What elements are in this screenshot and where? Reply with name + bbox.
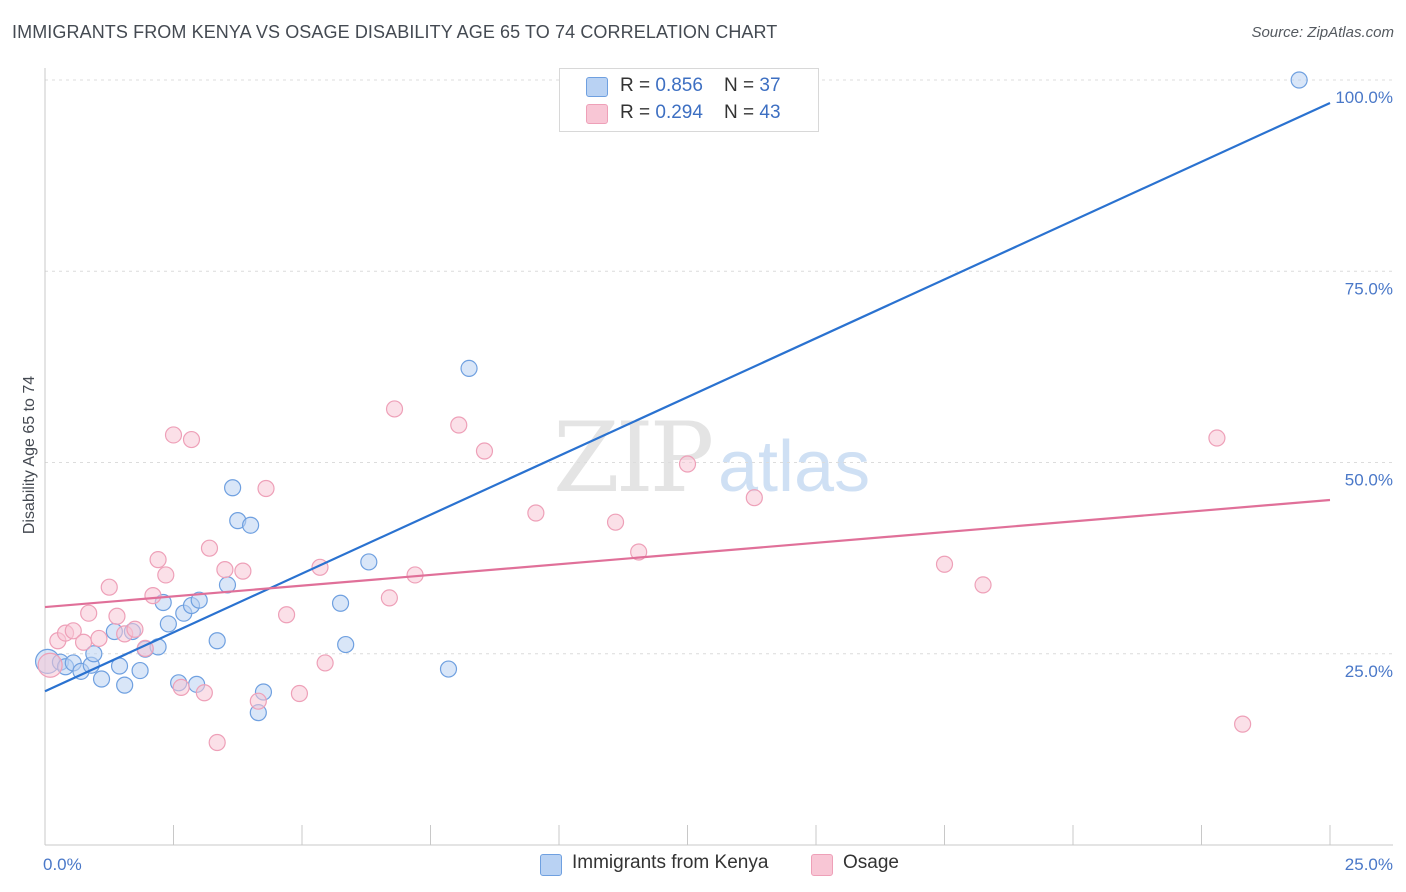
legend-swatch-kenya [586, 77, 608, 97]
osage-point [678, 455, 697, 473]
kenya-point [190, 591, 208, 609]
data-points [34, 71, 1308, 752]
y-tick-label: 50.0% [1345, 471, 1393, 490]
kenya-point [131, 661, 149, 680]
osage-point [80, 604, 98, 622]
y-tick-label: 75.0% [1345, 279, 1393, 298]
osage-point [126, 620, 144, 638]
osage-point [290, 684, 309, 703]
bottom-legend-swatch-kenya [540, 854, 562, 876]
kenya-point [242, 516, 260, 534]
osage-point [257, 479, 275, 498]
osage-point [475, 442, 494, 460]
osage-point [200, 539, 219, 557]
osage-point [606, 513, 625, 531]
kenya-point [224, 479, 242, 497]
osage-point [216, 560, 234, 579]
osage-point [157, 566, 175, 584]
kenya-point [331, 594, 350, 612]
y-axis-title: Disability Age 65 to 74 [21, 376, 38, 534]
kenya-point [85, 645, 103, 663]
legend-r-label: R = [620, 102, 656, 123]
y-tick-label: 25.0% [1345, 662, 1393, 681]
bottom-legend-swatch-osage [811, 854, 833, 876]
osage-point [316, 654, 334, 672]
legend-r-value-osage: 0.294 [655, 102, 703, 123]
y-tick-label: 100.0% [1335, 88, 1393, 107]
legend-n-label: N = [724, 75, 760, 96]
osage-point [1208, 429, 1226, 447]
kenya-point [439, 660, 458, 678]
osage-point [64, 622, 82, 640]
osage-point [249, 692, 267, 710]
osage-point [208, 733, 226, 752]
kenya-point [208, 632, 226, 650]
osage-point [527, 504, 545, 522]
legend-n-value-osage: 43 [759, 102, 781, 123]
osage-point [745, 489, 763, 507]
osage-point [100, 578, 118, 596]
osage-point [630, 543, 648, 561]
kenya-point [116, 676, 134, 694]
kenya-point [460, 359, 478, 378]
y-tick-labels: 25.0% 50.0% 75.0% 100.0% [1335, 88, 1393, 681]
osage-point [172, 678, 190, 697]
kenya-point [159, 615, 177, 633]
trend-lines [44, 101, 1331, 693]
legend-swatch-osage [586, 104, 608, 124]
bottom-legend-label-osage: Osage [843, 852, 899, 873]
bottom-legend-label-kenya: Immigrants from Kenya [572, 852, 769, 873]
x-tick-label-min: 0.0% [43, 855, 82, 874]
watermark-atlas: atlas [718, 427, 871, 507]
osage-point [37, 652, 63, 678]
osage-point [234, 562, 252, 580]
legend: R = 0.856 N = 37 R = 0.294 N = 43 [559, 68, 819, 132]
x-tick-label-max: 25.0% [1345, 855, 1393, 874]
osage-point [74, 633, 93, 651]
osage-point [164, 426, 183, 444]
osage-point [974, 576, 992, 594]
chart-title: IMMIGRANTS FROM KENYA VS OSAGE DISABILIT… [12, 22, 778, 42]
legend-n-label: N = [724, 102, 760, 123]
osage-point [144, 587, 162, 605]
legend-r-label: R = [620, 75, 656, 96]
osage-point [277, 606, 296, 624]
legend-n-value-kenya: 37 [759, 75, 781, 96]
osage-point [195, 684, 213, 702]
kenya-point [1290, 71, 1308, 89]
x-ticks [44, 825, 1331, 845]
osage-point [149, 551, 167, 569]
legend-r-value-kenya: 0.856 [655, 75, 703, 96]
kenya-point [92, 670, 111, 688]
kenya-trend-line [44, 101, 1331, 693]
osage-point [380, 589, 398, 607]
osage-point [90, 629, 108, 648]
osage-trend-line [44, 498, 1331, 609]
osage-point [108, 607, 126, 625]
chart-source: Source: ZipAtlas.com [1251, 24, 1394, 41]
osage-point [1234, 715, 1252, 733]
kenya-point [360, 553, 378, 571]
osage-point [182, 430, 201, 449]
osage-point [450, 416, 468, 434]
osage-point [385, 400, 404, 418]
axes [44, 68, 1393, 846]
osage-point [935, 555, 954, 573]
kenya-point [337, 635, 355, 654]
